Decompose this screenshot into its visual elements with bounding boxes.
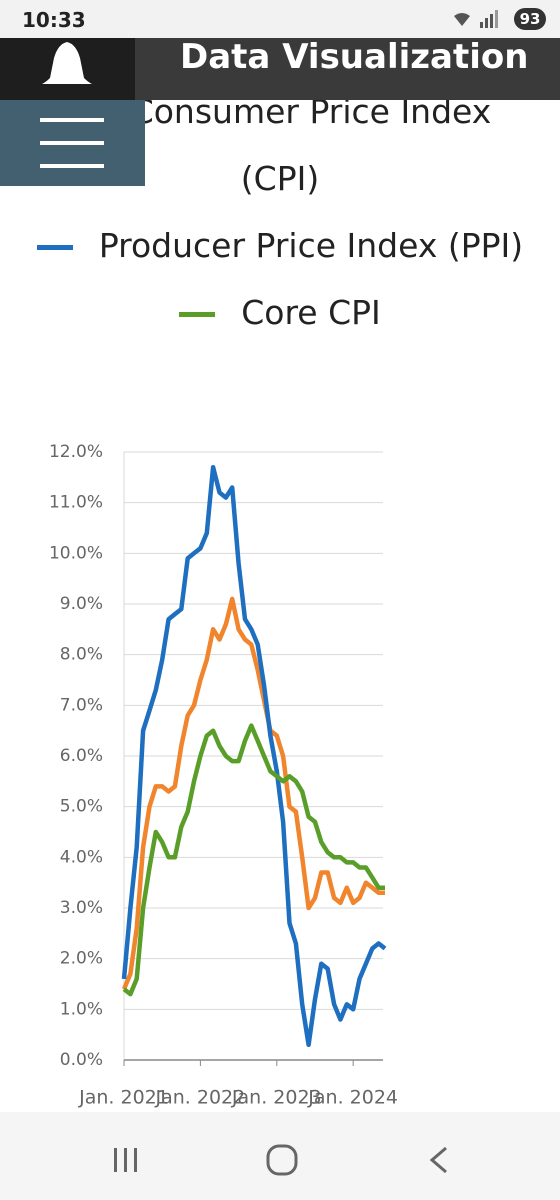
bell-icon bbox=[42, 42, 92, 84]
nav-bar bbox=[0, 1112, 560, 1200]
y-tick-label: 1.0% bbox=[60, 999, 103, 1019]
battery-level: 93 bbox=[514, 8, 546, 30]
y-tick-label: 7.0% bbox=[60, 695, 103, 715]
y-tick-label: 4.0% bbox=[60, 847, 103, 867]
recents-button[interactable] bbox=[114, 1148, 137, 1172]
legend-label: Producer Price Index (PPI) bbox=[98, 226, 524, 265]
data-line bbox=[122, 723, 385, 997]
y-tick-label: 9.0% bbox=[60, 594, 103, 614]
status-bar: 10:33 93 bbox=[0, 0, 560, 38]
back-button[interactable] bbox=[429, 1146, 447, 1174]
legend-swatch bbox=[36, 245, 73, 250]
hamburger-icon bbox=[40, 118, 104, 168]
y-tick-label: 10.0% bbox=[49, 543, 103, 563]
x-tick-label: Jan. 2022 bbox=[155, 1087, 246, 1109]
nav-icons bbox=[114, 1144, 447, 1176]
y-tick-label: 11.0% bbox=[49, 493, 103, 513]
y-tick-label: 0.0% bbox=[60, 1050, 103, 1070]
data-line bbox=[121, 464, 387, 1048]
y-tick-label: 12.0% bbox=[49, 442, 103, 462]
legend: Consumer Price Index (CPI) Producer Pric… bbox=[25, 78, 535, 346]
home-button[interactable] bbox=[266, 1144, 298, 1176]
y-tick-label: 2.0% bbox=[60, 949, 103, 969]
chart: 0.0% 1.0% 2.0% 3.0% 4.0% 5.0% 6.0% 7.0% 8.0% 9.0%… bbox=[49, 442, 398, 1109]
x-tick-label: Jan. 2021 bbox=[78, 1087, 169, 1109]
signal-icons bbox=[454, 10, 498, 28]
legend-label: Core CPI bbox=[241, 293, 381, 332]
legend-swatch bbox=[179, 312, 216, 317]
menu-button[interactable] bbox=[0, 100, 145, 186]
x-tick-label: Jan. 2024 bbox=[307, 1087, 398, 1109]
page-title: Data Visualization bbox=[180, 37, 529, 77]
logo[interactable] bbox=[0, 38, 135, 100]
header: Data Visualization bbox=[0, 38, 560, 100]
status-time: 10:33 bbox=[22, 8, 86, 32]
y-tick-label: 8.0% bbox=[60, 645, 103, 665]
y-tick-label: 6.0% bbox=[60, 746, 103, 766]
x-tick-label: Jan. 2023 bbox=[231, 1087, 322, 1109]
data-line bbox=[121, 596, 385, 990]
y-tick-label: 3.0% bbox=[60, 898, 103, 918]
legend-item: Core CPI bbox=[179, 293, 381, 332]
y-tick-label: 5.0% bbox=[60, 797, 103, 817]
legend-item: Producer Price Index (PPI) bbox=[36, 226, 524, 265]
